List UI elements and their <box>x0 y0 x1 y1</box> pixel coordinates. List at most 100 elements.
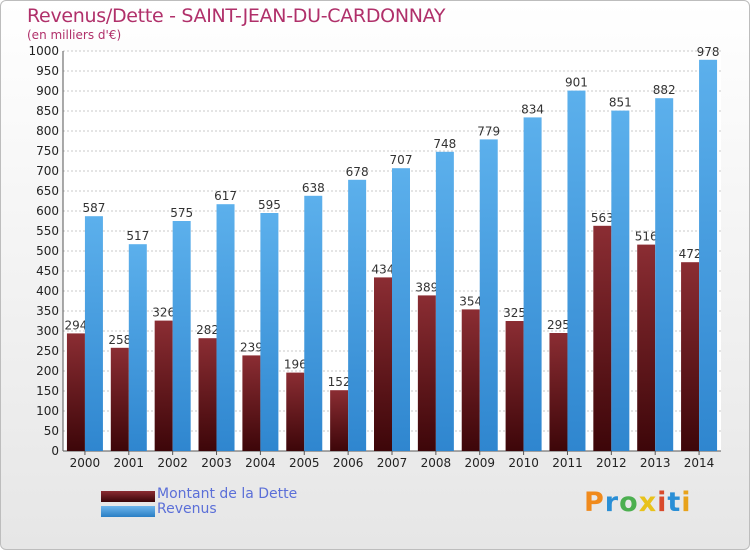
bar-dette <box>154 320 173 451</box>
data-label: 152 <box>328 375 351 389</box>
data-label: 282 <box>196 323 219 337</box>
bar-dette <box>66 333 85 451</box>
legend-label-revenus: Revenus <box>157 501 217 517</box>
bar-dette <box>637 244 656 451</box>
data-label: 851 <box>609 96 632 110</box>
y-tick-label: 450 <box>36 264 59 278</box>
data-label: 748 <box>433 137 456 151</box>
y-tick-label: 800 <box>36 124 59 138</box>
data-label: 901 <box>565 76 588 90</box>
bar-dette <box>417 295 436 451</box>
bar-dette <box>461 309 480 451</box>
y-tick-label: 950 <box>36 64 59 78</box>
x-tick-label: 2008 <box>421 456 452 470</box>
data-label: 779 <box>477 124 500 138</box>
data-label: 326 <box>152 306 175 320</box>
data-label: 389 <box>415 280 438 294</box>
bar-dette <box>505 321 524 451</box>
y-tick-label: 150 <box>36 384 59 398</box>
chart-title: Revenus/Dette - SAINT-JEAN-DU-CARDONNAY <box>27 5 446 27</box>
y-tick-label: 650 <box>36 184 59 198</box>
logo-letter: P <box>584 487 605 518</box>
y-tick-label: 250 <box>36 344 59 358</box>
logo-letter: t <box>667 487 682 518</box>
bar-revenus <box>304 195 323 451</box>
bar-revenus <box>392 168 410 451</box>
data-label: 617 <box>214 189 237 203</box>
y-tick-label: 300 <box>36 324 59 338</box>
data-label: 707 <box>390 153 413 167</box>
x-tick-label: 2007 <box>377 456 408 470</box>
y-tick-label: 350 <box>36 304 59 318</box>
logo-letter: i <box>657 487 668 518</box>
x-tick-label: 2009 <box>464 456 495 470</box>
data-label: 295 <box>547 318 570 332</box>
bar-dette <box>110 347 129 451</box>
y-tick-label: 700 <box>36 164 59 178</box>
bar-revenus <box>172 221 191 451</box>
bar-revenus <box>523 117 542 452</box>
data-label: 563 <box>591 211 614 225</box>
y-tick-label: 200 <box>36 364 59 378</box>
data-label: 325 <box>503 306 526 320</box>
y-tick-label: 1000 <box>28 44 59 58</box>
logo-letter: o <box>619 487 639 518</box>
bar-revenus <box>699 59 718 452</box>
data-label: 978 <box>697 45 720 59</box>
x-tick-label: 2014 <box>684 456 715 470</box>
bar-dette <box>681 262 700 451</box>
bar-dette <box>593 225 612 451</box>
data-label: 472 <box>679 247 702 261</box>
x-tick-label: 2000 <box>70 456 101 470</box>
data-label: 638 <box>302 181 325 195</box>
bar-dette <box>549 333 568 451</box>
data-label: 196 <box>284 358 307 372</box>
bar-revenus <box>216 204 235 451</box>
data-label: 294 <box>64 318 87 332</box>
bar-revenus <box>435 151 454 452</box>
x-tick-label: 2002 <box>157 456 188 470</box>
y-tick-label: 400 <box>36 284 59 298</box>
data-label: 882 <box>653 83 676 97</box>
bar-dette <box>374 277 392 451</box>
y-tick-label: 100 <box>36 404 59 418</box>
data-label: 516 <box>635 230 658 244</box>
bar-revenus <box>128 244 147 451</box>
y-tick-label: 850 <box>36 104 59 118</box>
proxiti-logo: Proxiti <box>584 487 692 518</box>
bar-revenus <box>655 98 674 451</box>
data-label: 517 <box>126 229 149 243</box>
bar-revenus <box>479 139 498 451</box>
logo-letter: r <box>604 487 620 518</box>
y-tick-label: 0 <box>51 444 59 458</box>
x-tick-label: 2001 <box>114 456 145 470</box>
x-tick-label: 2006 <box>333 456 364 470</box>
y-tick-label: 900 <box>36 84 59 98</box>
legend-swatch-revenus <box>101 506 155 517</box>
legend-label-dette: Montant de la Dette <box>157 486 298 502</box>
x-tick-label: 2003 <box>201 456 232 470</box>
y-tick-label: 600 <box>36 204 59 218</box>
bar-revenus <box>260 213 279 451</box>
chart-subtitle: (en milliers d'€) <box>27 28 122 42</box>
x-tick-label: 2012 <box>596 456 627 470</box>
y-tick-label: 550 <box>36 224 59 238</box>
y-tick-label: 500 <box>36 244 59 258</box>
logo-letter: x <box>638 487 658 518</box>
bar-revenus <box>84 216 103 451</box>
x-tick-label: 2013 <box>640 456 671 470</box>
x-tick-label: 2005 <box>289 456 320 470</box>
bar-revenus <box>567 90 586 451</box>
data-label: 834 <box>521 102 544 116</box>
x-tick-label: 2004 <box>245 456 276 470</box>
data-label: 575 <box>170 206 193 220</box>
bar-dette <box>198 338 217 451</box>
data-label: 354 <box>459 294 482 308</box>
data-label: 678 <box>346 165 369 179</box>
x-tick-label: 2010 <box>508 456 539 470</box>
bar-dette <box>286 372 305 451</box>
data-label: 587 <box>82 201 105 215</box>
bar-dette <box>330 390 349 451</box>
